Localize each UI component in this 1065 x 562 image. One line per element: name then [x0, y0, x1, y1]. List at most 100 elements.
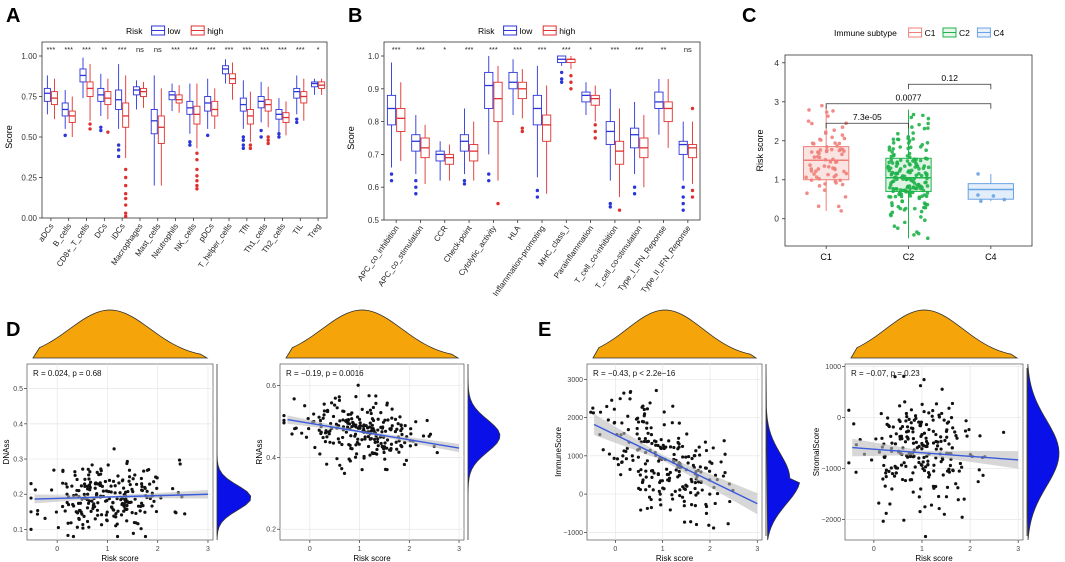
scatter-point [694, 522, 699, 527]
jitter-point-C2 [921, 113, 925, 118]
scatter-point [689, 520, 693, 524]
y-tick-label: 0.5 [13, 386, 23, 393]
scatter-point [917, 460, 921, 465]
correlation-annotation: R = −0.07, p = 0.23 [851, 369, 920, 378]
scatter-point [333, 403, 337, 407]
scatter-point [703, 466, 708, 470]
scatter-point [954, 482, 958, 486]
scatter-point [133, 473, 137, 477]
plot-area [41, 41, 328, 219]
scatter-point [303, 404, 307, 408]
box-low [435, 150, 445, 162]
y-tick-label: 0.3 [13, 457, 23, 464]
scatter-point [134, 482, 139, 486]
scatter-point [932, 463, 936, 467]
scatter-point [934, 456, 938, 460]
box-high [469, 144, 479, 162]
scatter-point [722, 439, 726, 443]
correlation-annotation: R = −0.19, p = 0.0016 [286, 369, 364, 378]
scatter-point [155, 486, 159, 490]
scatter-point [893, 375, 897, 379]
scatter-point [605, 404, 609, 409]
scatter-point [649, 426, 653, 430]
scatter-point [647, 484, 651, 488]
scatter-point [325, 462, 329, 466]
box-high [542, 114, 552, 142]
scatter-point [657, 489, 661, 493]
scatter-point [903, 440, 908, 444]
jitter-point-C2 [909, 178, 913, 183]
jitter-point-C1 [815, 154, 820, 159]
box-low [150, 109, 158, 135]
jitter-point-C2 [919, 173, 924, 178]
scatter-point [93, 517, 97, 521]
scatter-point [338, 419, 342, 423]
jitter-point-C2 [920, 142, 925, 147]
scatter-point [128, 482, 132, 487]
y-tick-label: 1.00 [21, 52, 37, 61]
jitter-point-C1 [820, 103, 824, 108]
scatter-point [382, 450, 386, 455]
scatter-point [118, 491, 122, 495]
scatter-point [145, 468, 149, 472]
scatter-point [1002, 430, 1006, 434]
scatter-point [956, 498, 960, 502]
scatter-point [932, 469, 936, 473]
scatter-point [383, 457, 387, 461]
scatter-point [883, 484, 887, 488]
scatter-point [680, 495, 685, 499]
scatter-point [665, 467, 669, 471]
scatter-point [607, 452, 612, 456]
scatter-point [648, 401, 652, 405]
scatter-point [327, 430, 331, 435]
scatter-point [154, 509, 159, 514]
x-tick-label: C2 [903, 252, 915, 262]
scatter-point [911, 436, 916, 441]
scatter-point [951, 426, 955, 430]
scatter-point [123, 498, 127, 502]
scatter-point [373, 440, 377, 444]
jitter-point-C1 [814, 175, 819, 179]
scatter-point [86, 487, 90, 491]
jitter-point-C2 [911, 185, 916, 189]
jitter-point-C2 [898, 158, 903, 163]
jitter-point-C1 [816, 204, 821, 209]
scatter-point [114, 524, 118, 528]
plot-area [383, 41, 701, 221]
scatter-point [99, 523, 104, 527]
scatter-point [929, 503, 934, 507]
scatter-point [696, 491, 700, 495]
outlier-point [608, 205, 612, 209]
scatter-point [75, 525, 79, 529]
scatter-point [350, 417, 354, 421]
scatter-point [82, 482, 87, 486]
scatter-point [881, 477, 885, 481]
scatter-point [886, 416, 890, 420]
scatter-point [645, 407, 649, 411]
jitter-point-C2 [906, 136, 911, 141]
scatter-point [122, 502, 126, 506]
scatter-point [92, 502, 96, 506]
box-low [43, 87, 51, 102]
scatter-point [390, 424, 394, 428]
scatter-point [672, 445, 676, 450]
jitter-point-C2 [898, 206, 903, 211]
scatter-point [358, 421, 362, 425]
scatter-point [621, 454, 625, 458]
scatter-point [650, 475, 654, 479]
scatter-point [89, 509, 93, 513]
scatter-point [658, 492, 662, 496]
scatter-point [87, 473, 91, 477]
box-low [654, 91, 664, 109]
scatter-point [126, 489, 130, 494]
significance-label: *** [562, 45, 571, 54]
scatter-point [344, 430, 348, 434]
scatter-point [915, 446, 919, 450]
scatter-point [615, 457, 620, 461]
scatter-point [104, 489, 109, 493]
y-tick-label: 0 [774, 214, 779, 224]
scatter-point [662, 423, 666, 427]
scatter-point [659, 437, 663, 442]
scatter-point [890, 487, 894, 491]
